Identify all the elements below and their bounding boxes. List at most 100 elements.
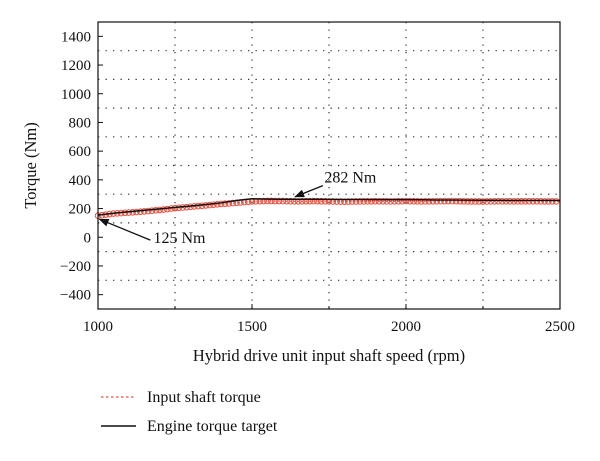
series-input-shaft-torque-point <box>329 198 337 205</box>
series-input-shaft-torque-point <box>214 201 221 208</box>
series-input-shaft-torque-point <box>406 197 414 205</box>
axis-ticks: 1000 1500 2000 2500140012001000800600400200… <box>60 29 575 335</box>
annotation-125-nm: 125 Nm <box>153 230 206 247</box>
series-layer <box>94 197 561 220</box>
y-tick-label: 600 <box>69 144 92 160</box>
y-tick-label: 400 <box>69 173 92 189</box>
series-input-shaft-torque-point <box>375 197 383 205</box>
series-input-shaft-torque-point <box>267 197 275 205</box>
series-input-shaft-torque-point <box>398 197 406 205</box>
series-input-shaft-torque-point <box>541 198 548 205</box>
grid-lines <box>98 22 560 309</box>
y-tick-label: 1000 <box>61 87 91 103</box>
y-tick-label: 200 <box>69 202 92 218</box>
series-input-shaft-torque-point <box>487 198 495 205</box>
y-tick-label: 1200 <box>61 58 91 74</box>
y-tick-label: 0 <box>84 230 92 246</box>
series-input-shaft-torque-point <box>525 197 533 205</box>
series-input-shaft-torque-point <box>518 198 525 205</box>
series-input-shaft-torque-point <box>152 207 160 214</box>
series-input-shaft-torque-point <box>221 200 229 207</box>
series-input-shaft-torque-point <box>414 198 421 205</box>
series-input-shaft-torque-point <box>549 198 556 205</box>
series-input-shaft-torque-point <box>356 198 364 205</box>
x-tick-label: 2500 <box>545 319 575 335</box>
series-input-shaft-torque-point <box>137 208 144 216</box>
series-input-shaft-torque-point <box>348 198 356 205</box>
series-input-shaft-torque-point <box>260 197 267 205</box>
series-input-shaft-torque-point <box>306 197 314 205</box>
annotations: 282 Nm 125 Nm <box>98 170 377 247</box>
annotation-282-nm: 282 Nm <box>324 170 377 187</box>
legend-label-input-shaft-torque: Input shaft torque <box>147 389 261 406</box>
series-input-shaft-torque-point <box>264 197 271 205</box>
series-input-shaft-torque-point <box>395 197 402 205</box>
series-input-shaft-torque-point <box>468 198 475 205</box>
annotation-arrow-125 <box>98 218 151 241</box>
series-input-shaft-torque-point <box>352 198 360 205</box>
series-input-shaft-torque-point <box>283 197 290 205</box>
series-input-shaft-torque-point <box>452 197 460 205</box>
series-input-shaft-torque-point <box>483 198 491 205</box>
series-input-shaft-torque-point <box>144 207 152 215</box>
series-input-shaft-torque-point <box>437 197 444 205</box>
series-input-shaft-torque-point <box>445 197 452 205</box>
series-input-shaft-torque-point <box>310 197 317 205</box>
series-input-shaft-torque-point <box>491 198 498 205</box>
legend-label-engine-torque-target: Engine torque target <box>147 418 278 435</box>
series-input-shaft-torque-point <box>460 198 468 205</box>
series-input-shaft-torque-point <box>472 198 479 205</box>
series-input-shaft-torque-point <box>321 198 329 205</box>
series-input-shaft-torque-point <box>379 198 387 205</box>
annotation-arrow-282 <box>294 184 324 198</box>
y-axis-title: Torque (Nm) <box>21 122 40 208</box>
x-tick-label: 2000 <box>391 319 421 335</box>
series-input-shaft-torque-point <box>217 200 225 208</box>
series-input-shaft-torque-point <box>429 197 437 205</box>
series-input-shaft-torque-point <box>360 198 367 205</box>
y-tick-label: 1400 <box>61 29 91 45</box>
series-input-shaft-torque-point <box>387 198 394 205</box>
series-input-shaft-torque-point <box>552 198 560 205</box>
series-input-shaft-torque-point <box>502 198 510 205</box>
series-input-shaft-torque-point <box>229 199 237 207</box>
series-input-shaft-torque-point <box>464 198 471 205</box>
x-tick-label: 1000 <box>83 319 113 335</box>
series-input-shaft-torque-point <box>441 197 448 205</box>
legend: Input shaft torque Engine torque target <box>101 389 278 435</box>
x-tick-label: 1500 <box>237 319 267 335</box>
series-input-shaft-torque-point <box>456 197 464 205</box>
series-input-shaft-torque-point <box>510 198 518 205</box>
series-input-shaft-torque-point <box>275 197 283 205</box>
series-input-shaft-torque-point <box>225 200 233 207</box>
series-input-shaft-torque-point <box>156 206 163 214</box>
series-input-shaft-torque-point <box>506 198 514 205</box>
series-input-shaft-torque-point <box>448 197 456 205</box>
y-tick-label: −200 <box>60 259 91 275</box>
series-input-shaft-torque-point <box>495 197 502 205</box>
series-input-shaft-torque-point <box>402 197 410 205</box>
series-input-shaft-torque-point <box>371 197 379 205</box>
series-input-shaft-torque-point <box>160 206 167 213</box>
series-input-shaft-torque-point <box>318 197 325 205</box>
series-input-shaft-torque-point <box>522 197 529 205</box>
series-input-shaft-torque-point <box>433 197 441 205</box>
series-input-shaft-torque-point <box>529 197 537 205</box>
y-tick-label: −400 <box>60 288 91 304</box>
series-input-shaft-torque-point <box>391 198 398 205</box>
x-axis-title: Hybrid drive unit input shaft speed (rpm… <box>193 346 465 365</box>
series-input-shaft-torque-point <box>421 198 429 205</box>
series-input-shaft-torque-point <box>545 198 552 205</box>
series-input-shaft-torque-point <box>537 198 545 205</box>
series-input-shaft-torque-point <box>279 197 287 205</box>
series-input-shaft-torque-point <box>325 198 333 205</box>
series-input-shaft-torque-point <box>148 207 156 215</box>
series-input-shaft-torque-point <box>514 198 521 205</box>
series-input-shaft-torque-point <box>140 208 148 215</box>
series-engine-torque-target-line <box>97 198 561 216</box>
series-input-shaft-torque-point <box>364 198 371 205</box>
series-input-shaft-torque-point <box>418 198 425 205</box>
series-input-shaft-torque-point <box>368 197 375 205</box>
series-input-shaft-torque-point <box>479 198 487 205</box>
